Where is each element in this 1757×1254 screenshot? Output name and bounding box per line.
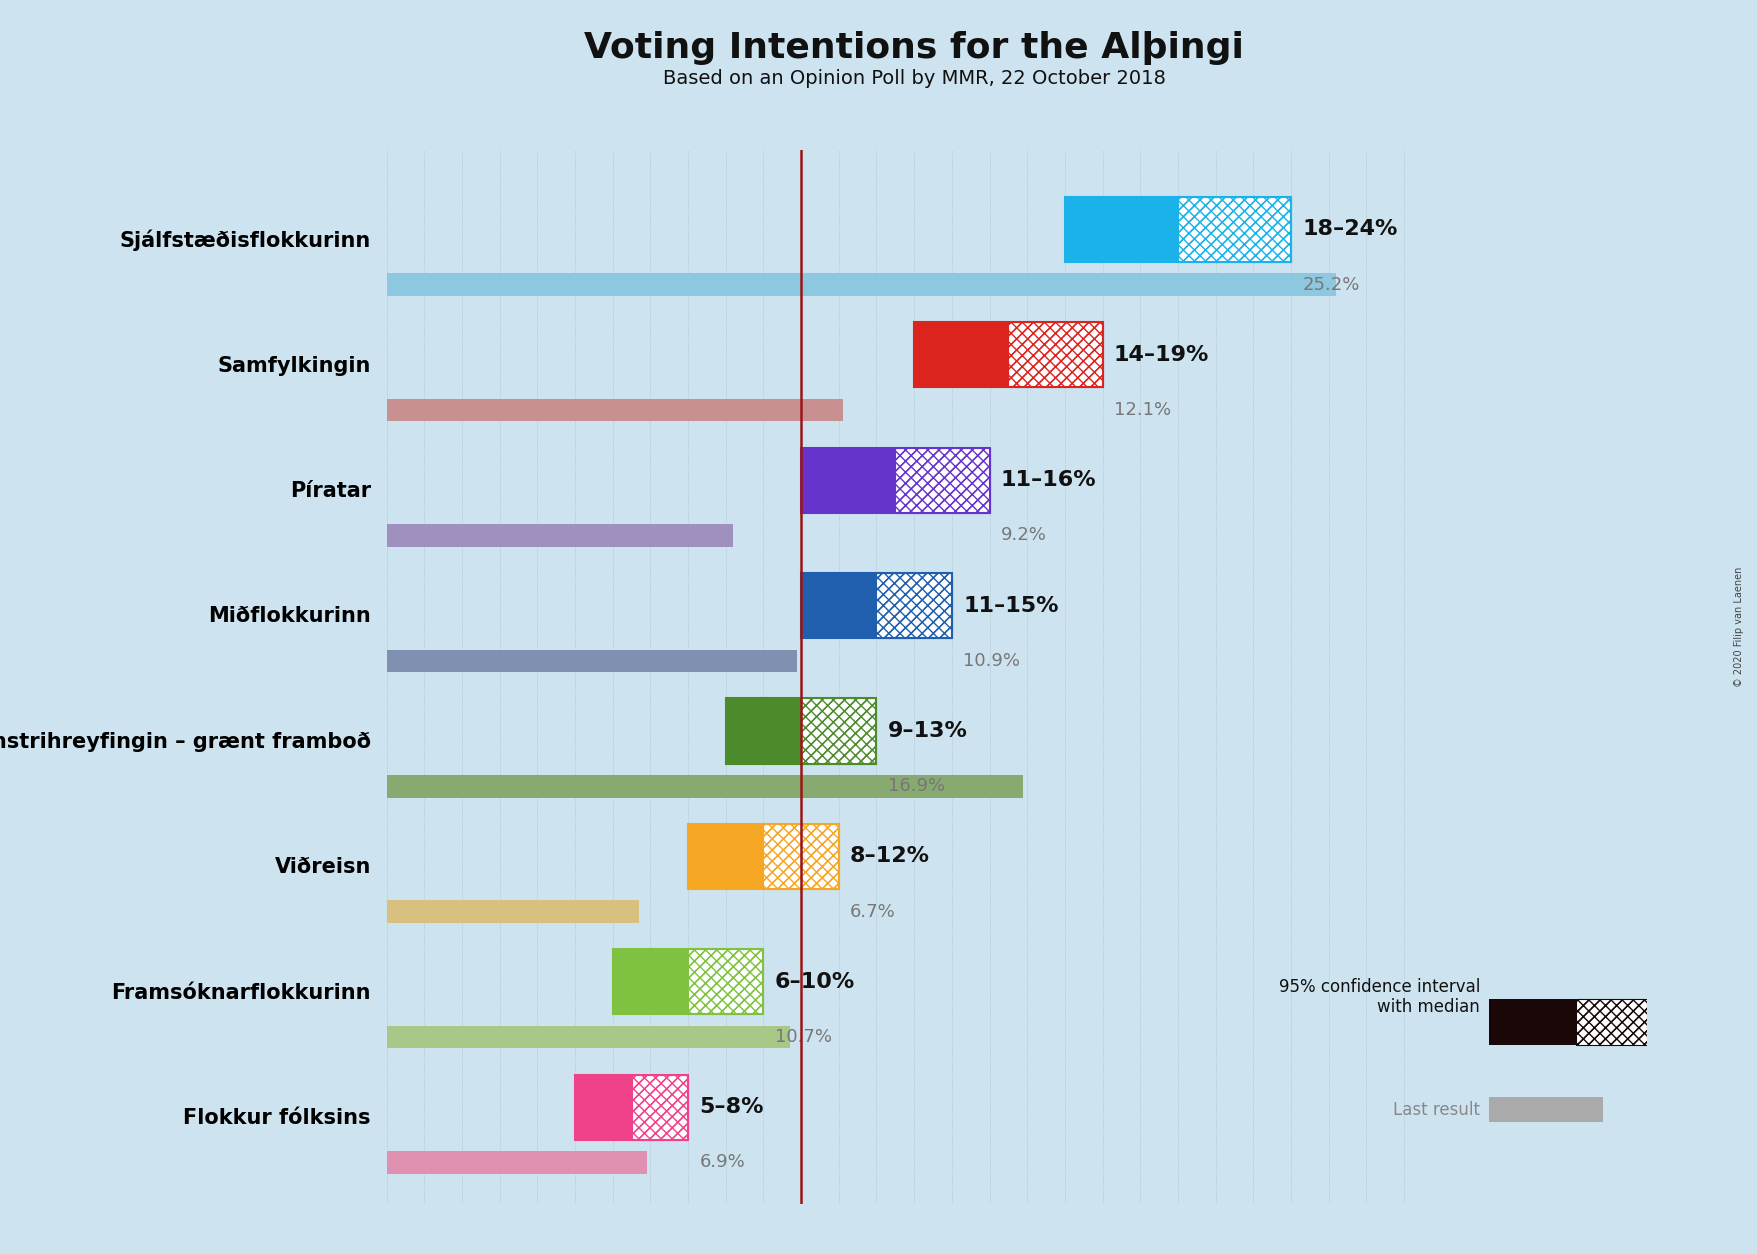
Bar <box>1488 999 1574 1045</box>
Text: 10.9%: 10.9% <box>963 652 1019 670</box>
Bar <box>914 322 1009 387</box>
Bar <box>631 1075 687 1140</box>
Bar <box>387 524 733 547</box>
Bar <box>687 824 763 889</box>
Bar <box>1177 197 1290 262</box>
Text: 95% confidence interval
with median: 95% confidence interval with median <box>1277 978 1479 1016</box>
Bar <box>687 949 763 1014</box>
Bar <box>894 448 989 513</box>
Bar <box>1574 999 1646 1045</box>
Bar <box>894 448 989 513</box>
Text: 12.1%: 12.1% <box>1114 401 1170 419</box>
Bar <box>631 1075 687 1140</box>
Text: 5–8%: 5–8% <box>699 1097 764 1117</box>
Text: 25.2%: 25.2% <box>1302 276 1358 293</box>
Bar <box>894 448 989 513</box>
Bar <box>1009 322 1102 387</box>
Bar <box>877 573 951 638</box>
Text: 14–19%: 14–19% <box>1114 345 1209 365</box>
Bar <box>575 1075 687 1140</box>
Bar <box>801 448 989 513</box>
Bar <box>1177 197 1290 262</box>
Bar <box>801 448 894 513</box>
Bar <box>387 650 798 672</box>
Bar <box>1488 1097 1602 1122</box>
Bar <box>1177 197 1290 262</box>
Bar <box>726 698 801 764</box>
Bar <box>631 1075 687 1140</box>
Bar <box>801 698 877 764</box>
Text: 6.9%: 6.9% <box>699 1154 745 1171</box>
Bar <box>387 900 640 923</box>
Text: 10.7%: 10.7% <box>775 1028 831 1046</box>
Bar <box>763 824 838 889</box>
Text: 11–15%: 11–15% <box>963 596 1058 616</box>
Bar <box>801 698 877 764</box>
Bar <box>387 1026 789 1048</box>
Bar <box>801 573 951 638</box>
Bar <box>1065 197 1177 262</box>
Bar <box>877 573 951 638</box>
Bar <box>763 824 838 889</box>
Bar <box>1065 197 1290 262</box>
Text: 18–24%: 18–24% <box>1302 219 1397 240</box>
Text: 6–10%: 6–10% <box>775 972 854 992</box>
Text: © 2020 Filip van Laenen: © 2020 Filip van Laenen <box>1732 567 1743 687</box>
Text: 8–12%: 8–12% <box>850 846 929 867</box>
Bar <box>613 949 687 1014</box>
Bar <box>387 273 1335 296</box>
Text: 9.2%: 9.2% <box>1000 527 1045 544</box>
Bar <box>687 949 763 1014</box>
Bar <box>687 949 763 1014</box>
Text: Based on an Opinion Poll by MMR, 22 October 2018: Based on an Opinion Poll by MMR, 22 Octo… <box>662 69 1165 88</box>
Text: Voting Intentions for the Alþingi: Voting Intentions for the Alþingi <box>583 31 1244 65</box>
Text: 16.9%: 16.9% <box>887 777 944 795</box>
Bar <box>726 698 877 764</box>
Bar <box>387 1151 647 1174</box>
Text: Last result: Last result <box>1393 1101 1479 1119</box>
Bar <box>387 399 842 421</box>
Bar <box>613 949 763 1014</box>
Bar <box>1009 322 1102 387</box>
Bar <box>1574 999 1646 1045</box>
Bar <box>801 573 877 638</box>
Bar <box>763 824 838 889</box>
Bar <box>1574 999 1646 1045</box>
Text: 9–13%: 9–13% <box>887 721 966 741</box>
Bar <box>1009 322 1102 387</box>
Bar <box>387 775 1023 798</box>
Bar <box>801 698 877 764</box>
Bar <box>575 1075 631 1140</box>
Bar <box>914 322 1102 387</box>
Text: 11–16%: 11–16% <box>1000 470 1096 490</box>
Bar <box>877 573 951 638</box>
Text: 6.7%: 6.7% <box>850 903 896 920</box>
Bar <box>687 824 838 889</box>
